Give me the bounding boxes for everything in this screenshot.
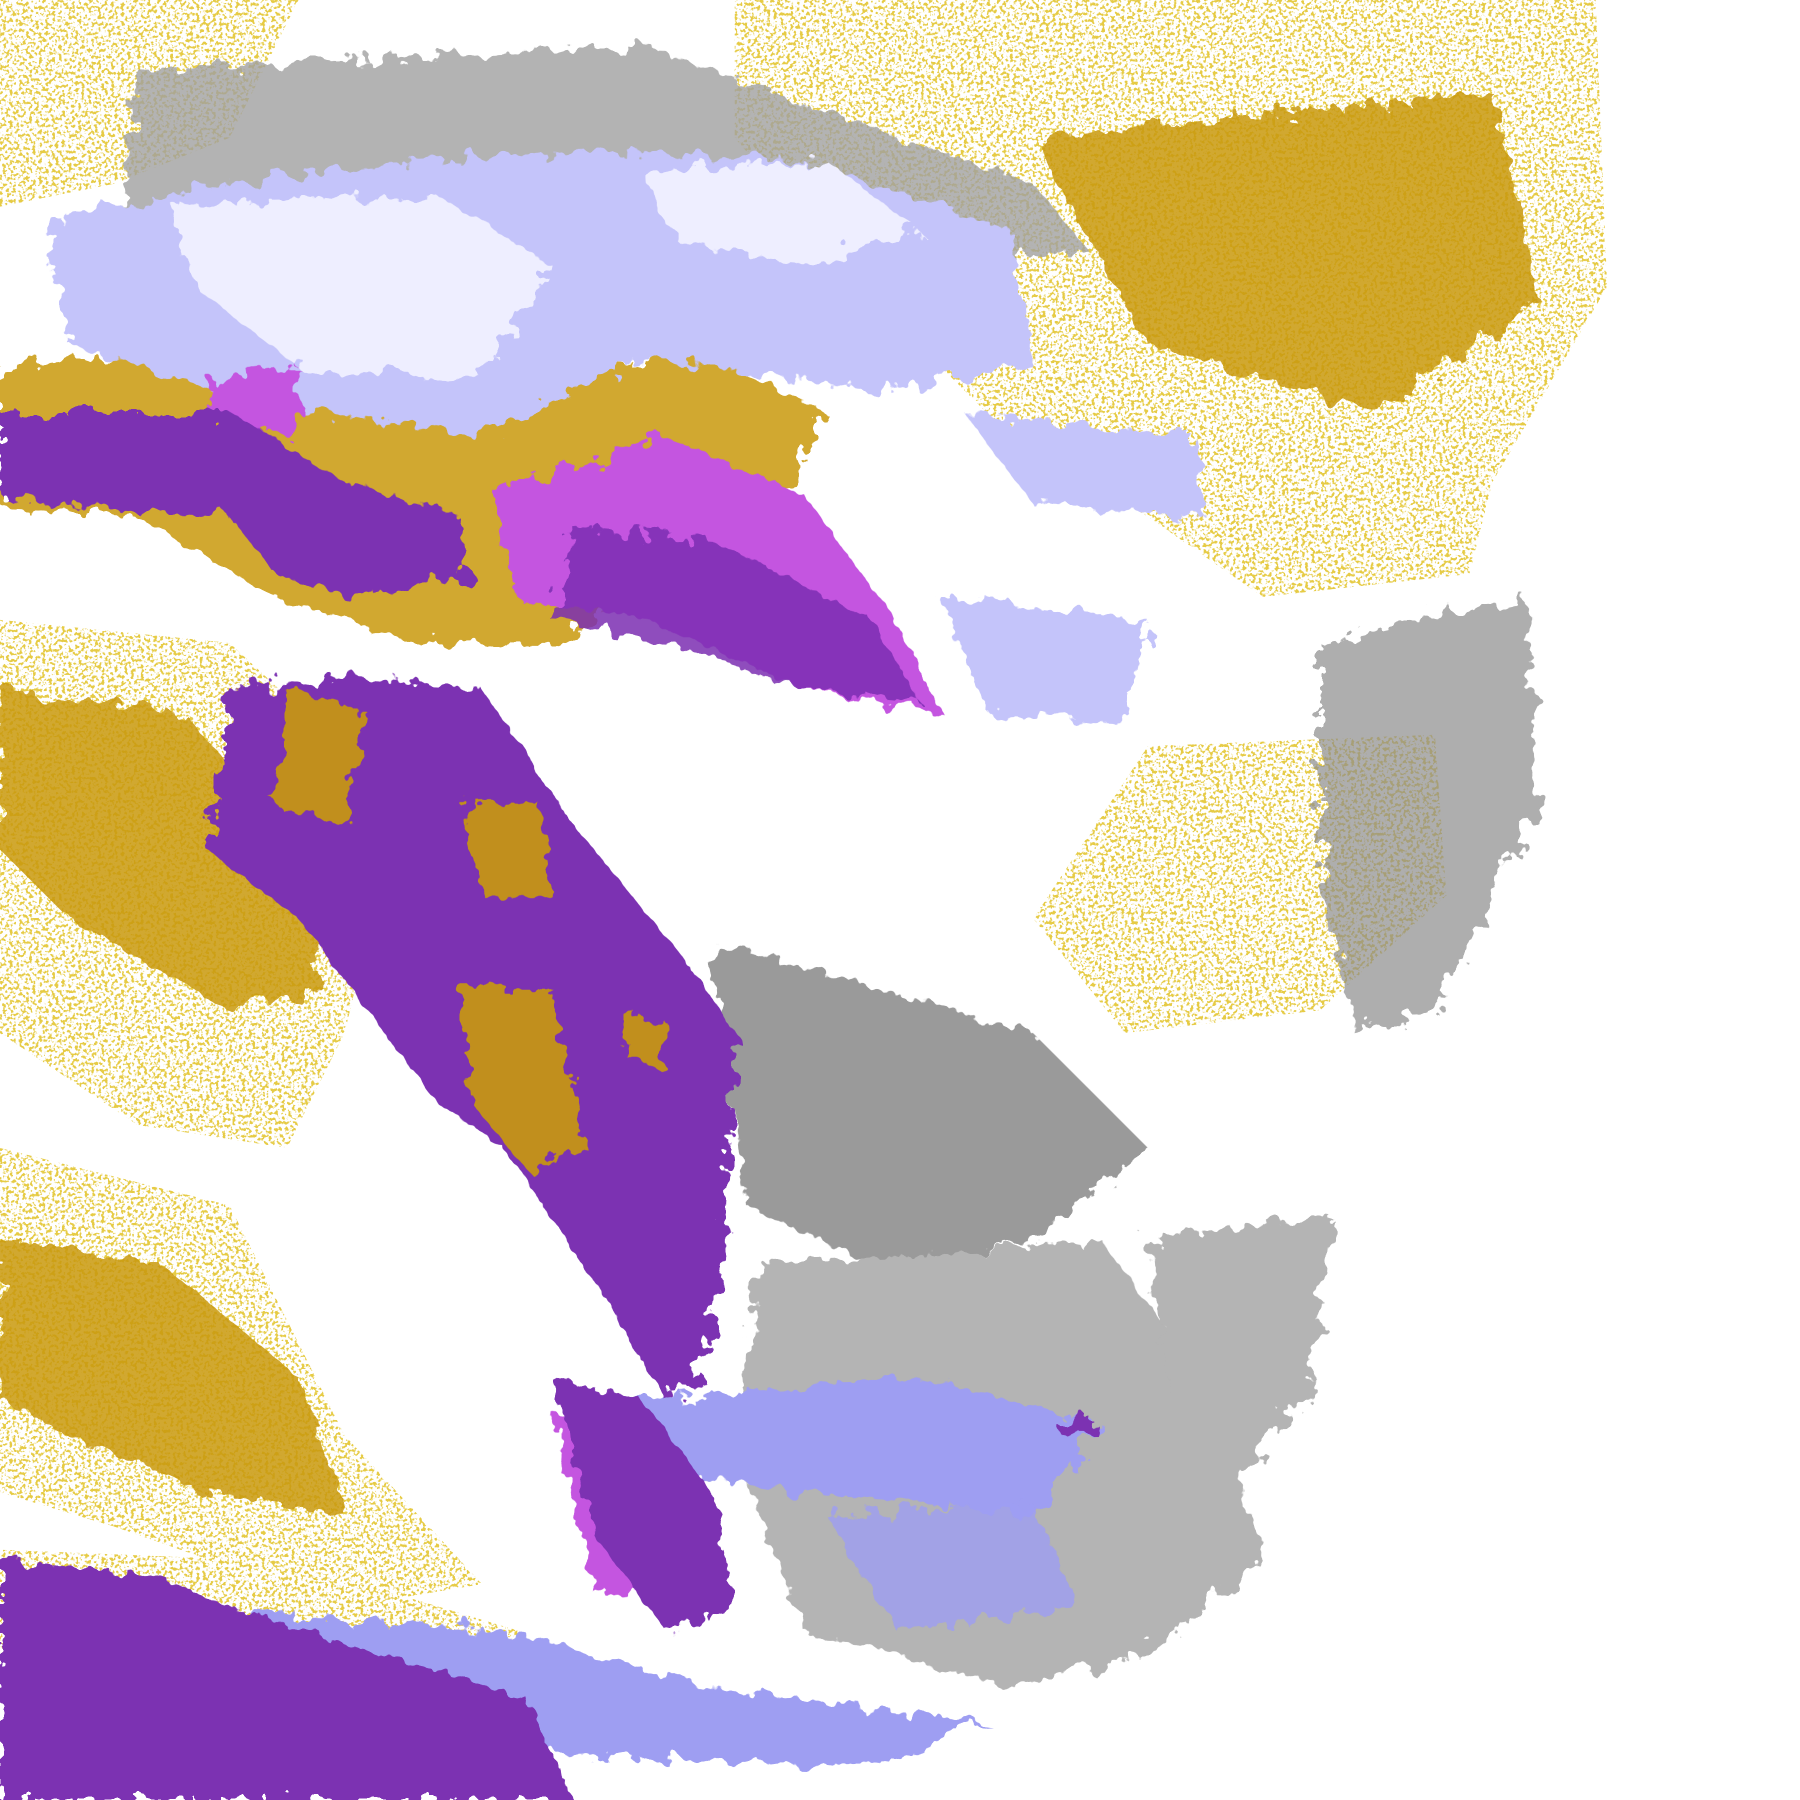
lavender-cloud-regions <box>0 149 1206 1800</box>
gold-speckle-overlay <box>275 688 666 1171</box>
